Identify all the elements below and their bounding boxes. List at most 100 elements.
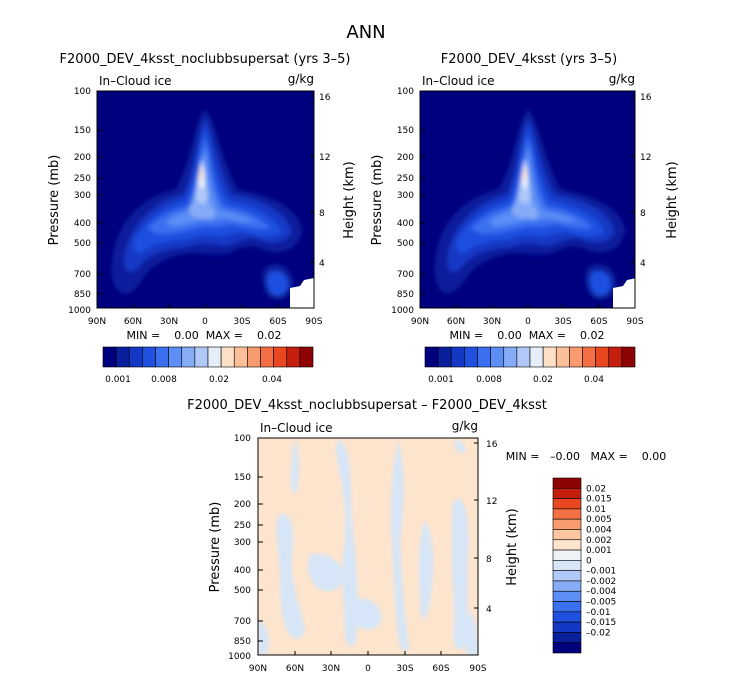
- panel-c-ytick: 400: [234, 566, 251, 576]
- panel-c-ytick: 100: [234, 434, 251, 444]
- panel-c-colorbar-labels: 0.020.0150.010.0050.0040.0020.0010–0.001…: [586, 484, 617, 638]
- panel-c-colorbar-label: 0.02: [586, 484, 606, 494]
- panel-a-colorbar-label: 0.001: [105, 375, 131, 385]
- panel-a-xtick: 90S: [305, 317, 322, 327]
- panel-a-colorbar-swatch: [260, 346, 274, 368]
- panel-a-ytick: 850: [74, 290, 91, 300]
- panel-c-colorbar-swatch: [552, 632, 582, 643]
- panel-a-ytick-right: 8: [319, 209, 325, 219]
- panel-a-units-label: g/kg: [288, 72, 314, 86]
- panel-a-ytick: 700: [74, 270, 91, 280]
- panel-c-colorbar-label: –0.001: [586, 567, 616, 577]
- panel-b-colorbar-swatch: [555, 346, 570, 368]
- panel-a-ytick-right: 16: [319, 93, 331, 103]
- panel-a-colorbar-label: 0.04: [262, 375, 282, 385]
- panel-b-xtick: 0: [525, 317, 531, 327]
- panel-c-colorbar-swatch: [552, 580, 582, 592]
- panel-b-colorbar-swatch: [503, 346, 518, 368]
- panel-a-title: F2000_DEV_4ksst_noclubbsupersat (yrs 3–5…: [59, 52, 350, 67]
- panel-a-colorbar-swatch: [233, 346, 248, 368]
- panel-c-colorbar: [552, 477, 582, 654]
- panel-a-colorbar-swatch: [128, 346, 143, 368]
- panel-a-xtick: 90N: [88, 317, 106, 327]
- panel-a-colorbar-swatch: [247, 346, 261, 368]
- panel-b-variable-label: In–Cloud ice: [422, 74, 495, 88]
- panel-b-tick-marks: [419, 90, 636, 308]
- panel-c-xtick: 90S: [469, 664, 486, 674]
- panel-b-xtick: 90N: [411, 317, 429, 327]
- panel-b-ytick: 150: [397, 126, 414, 136]
- panel-a-xtick: 0: [202, 317, 208, 327]
- panel-b-plot-area: [420, 91, 635, 308]
- panel-c-left-ticks: 100 150 200 250 300 400 500 700 850 1000: [228, 434, 251, 662]
- panel-c-colorbar-label: 0: [586, 556, 592, 566]
- panel-a-colorbar-swatch: [207, 346, 222, 368]
- panel-a-colorbar-labels: 0.001 0.008 0.02 0.04: [105, 375, 282, 385]
- panel-c-ytick-right: 12: [486, 497, 497, 507]
- panel-b-ytick: 300: [397, 191, 414, 201]
- figure-title: ANN: [346, 22, 385, 43]
- panel-c-ytick: 850: [234, 637, 251, 647]
- panel-c-colorbar-label: –0.02: [586, 628, 611, 638]
- panel-c-colorbar-swatch: [552, 498, 582, 510]
- panel-c-ytick: 500: [234, 586, 251, 596]
- panel-c-colorbar-label: 0.002: [586, 536, 612, 546]
- panel-b-x-ticks: 90N 60N 30N 0 30S 60S 90S: [411, 317, 644, 327]
- panel-c-colorbar-label: 0.001: [586, 546, 612, 556]
- panel-a-ytick-right: 4: [319, 259, 325, 269]
- panel-a-colorbar-swatch: [299, 346, 314, 368]
- panel-c-colorbar-swatch: [552, 570, 582, 582]
- panel-b-units-label: g/kg: [609, 72, 635, 86]
- panel-b-colorbar-label: 0.02: [533, 375, 553, 385]
- panel-a-colorbar-swatch: [102, 346, 117, 368]
- panel-a-contours: [97, 91, 314, 308]
- panel-b-right-ticks: 16 12 8 4: [640, 93, 652, 269]
- panel-b-xtick: 30S: [554, 317, 571, 327]
- panel-b-colorbar: [424, 346, 636, 368]
- panel-c-xtick: 60S: [432, 664, 449, 674]
- panel-a-colorbar-swatch: [194, 346, 209, 368]
- panel-a-xtick: 30S: [233, 317, 250, 327]
- panel-b-ytick-right: 4: [640, 259, 646, 269]
- panel-c: F2000_DEV_4ksst_noclubbsupersat – F2000_…: [187, 398, 666, 674]
- panel-c-colorbar-swatch: [552, 549, 582, 561]
- panel-c-colorbar-swatch: [552, 477, 582, 489]
- panel-b-contours: [420, 91, 635, 308]
- panel-c-ytick: 250: [234, 521, 251, 531]
- panel-c-variable-label: In–Cloud ice: [260, 421, 333, 435]
- panel-c-colorbar-label: 0.004: [586, 525, 612, 535]
- panel-b-ytick: 700: [397, 270, 414, 280]
- panel-c-ytick-right: 8: [486, 555, 492, 565]
- panel-c-ytick-right: 16: [486, 440, 498, 450]
- panel-c-colorbar-label: 0.01: [586, 505, 606, 515]
- panel-c-colorbar-swatch: [552, 560, 582, 571]
- panel-b-xtick: 30N: [483, 317, 501, 327]
- panel-b-colorbar-swatch: [424, 346, 439, 368]
- panel-b-colorbar-labels: 0.001 0.008 0.02 0.04: [428, 375, 604, 385]
- panel-b-colorbar-label: 0.04: [584, 375, 604, 385]
- panel-a-colorbar-swatch: [286, 346, 301, 368]
- panel-a-right-ticks: 16 12 8 4: [319, 93, 331, 269]
- panel-c-colorbar-label: 0.015: [586, 495, 612, 505]
- panel-a-ytick: 250: [74, 174, 91, 184]
- panel-c-ytick: 700: [234, 617, 251, 627]
- panel-a-colorbar-label: 0.008: [151, 375, 177, 385]
- panel-b-colorbar-swatch: [529, 346, 544, 368]
- panel-b-ytick: 1000: [391, 306, 414, 316]
- panel-c-ylabel-right: Height (km): [505, 508, 520, 585]
- panel-b-ylabel: Pressure (mb): [370, 155, 385, 246]
- panel-c-ytick: 300: [234, 538, 251, 548]
- panel-b-ytick: 500: [397, 239, 414, 249]
- panel-a-colorbar-swatch: [155, 346, 169, 368]
- panel-a-colorbar-swatch: [220, 346, 235, 368]
- panel-b-ytick: 100: [397, 87, 414, 97]
- panel-c-colorbar-swatch: [552, 601, 582, 613]
- panel-b-colorbar-swatch: [542, 346, 557, 368]
- panel-c-ylabel: Pressure (mb): [208, 502, 223, 593]
- panel-b-ytick: 250: [397, 174, 414, 184]
- panel-a-colorbar-swatch: [115, 346, 130, 368]
- panel-c-ytick: 150: [234, 473, 251, 483]
- panel-a-xtick: 60S: [269, 317, 286, 327]
- panel-c-contours: [258, 440, 478, 655]
